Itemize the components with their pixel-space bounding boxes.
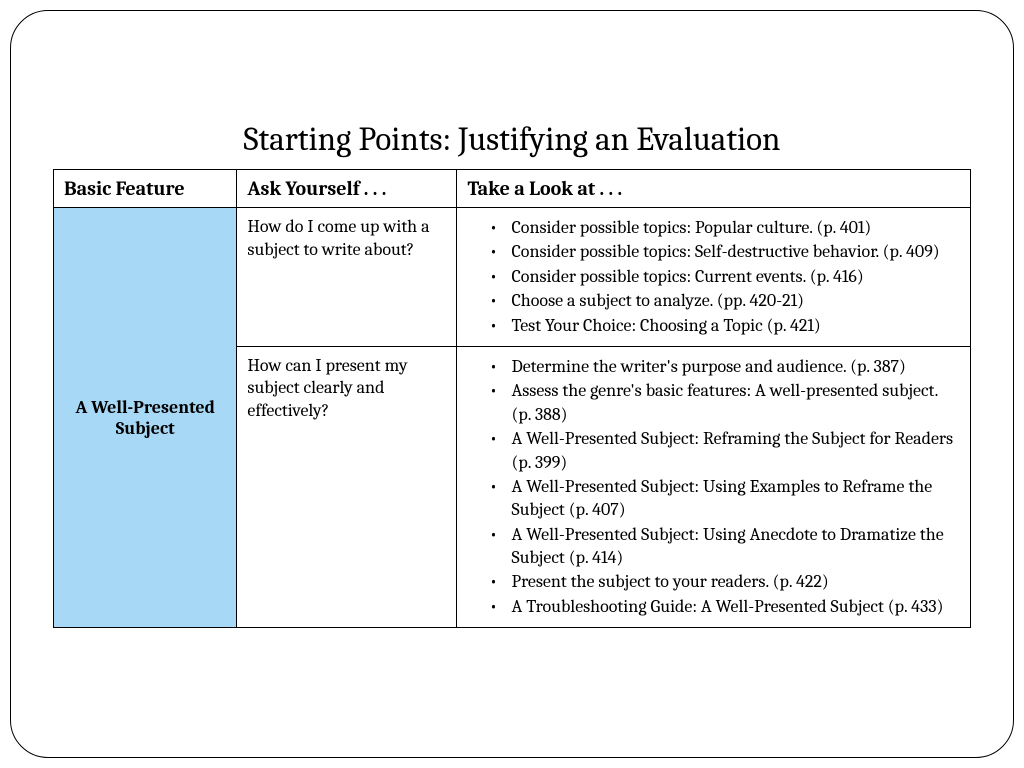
ask-cell-0: How do I come up with a subject to write… [237, 208, 457, 347]
header-row: Basic Feature Ask Yourself . . . Take a … [54, 170, 971, 208]
list-item: Determine the writer's purpose and audie… [495, 355, 960, 378]
list-item: Consider possible topics: Self-destructi… [495, 240, 960, 263]
header-take-a-look: Take a Look at . . . [457, 170, 971, 208]
look-cell-0: Consider possible topics: Popular cultur… [457, 208, 971, 347]
table-row: A Well-Presented Subject How do I come u… [54, 208, 971, 347]
look-cell-1: Determine the writer's purpose and audie… [457, 346, 971, 627]
look-list-0: Consider possible topics: Popular cultur… [467, 216, 960, 337]
feature-cell: A Well-Presented Subject [54, 208, 237, 628]
ask-cell-1: How can I present my subject clearly and… [237, 346, 457, 627]
list-item: Test Your Choice: Choosing a Topic (p. 4… [495, 314, 960, 337]
list-item: Present the subject to your readers. (p.… [495, 570, 960, 593]
look-list-1: Determine the writer's purpose and audie… [467, 355, 960, 618]
list-item: Choose a subject to analyze. (pp. 420-21… [495, 289, 960, 312]
header-basic-feature: Basic Feature [54, 170, 237, 208]
list-item: A Well-Presented Subject: Using Examples… [495, 475, 960, 522]
list-item: Consider possible topics: Current events… [495, 265, 960, 288]
list-item: Assess the genre's basic features: A wel… [495, 379, 960, 426]
slide-frame: Starting Points: Justifying an Evaluatio… [10, 10, 1014, 758]
evaluation-table: Basic Feature Ask Yourself . . . Take a … [53, 169, 971, 628]
list-item: Consider possible topics: Popular cultur… [495, 216, 960, 239]
list-item: A Well-Presented Subject: Using Anecdote… [495, 523, 960, 570]
slide-title: Starting Points: Justifying an Evaluatio… [53, 121, 971, 159]
header-ask-yourself: Ask Yourself . . . [237, 170, 457, 208]
list-item: A Well-Presented Subject: Reframing the … [495, 427, 960, 474]
list-item: A Troubleshooting Guide: A Well-Presente… [495, 595, 960, 618]
